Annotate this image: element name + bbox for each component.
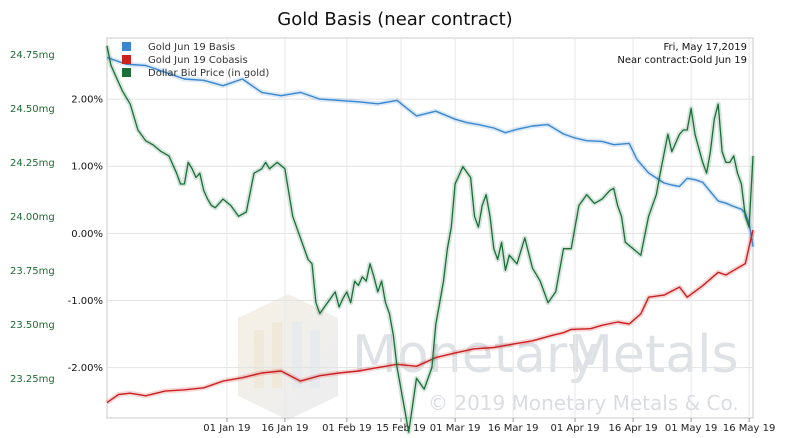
right-tick-label: 2.00% <box>71 95 103 106</box>
right-tick-label: -2.00% <box>68 363 103 374</box>
x-tick-label: 01 Feb 19 <box>322 423 372 434</box>
info-contract: Near contract:Gold Jun 19 <box>617 55 747 66</box>
x-tick-label: 01 Mar 19 <box>430 423 481 434</box>
x-tick-label: 16 May 19 <box>723 423 775 434</box>
left-tick-label: 23.25mg <box>10 374 55 385</box>
chart-title: Gold Basis (near contract) <box>277 9 512 30</box>
x-tick-label: 01 Jan 19 <box>203 423 250 434</box>
x-tick-label: 01 Apr 19 <box>551 423 600 434</box>
left-axis: 24.75mg 24.50mg 24.25mg 24.00mg 23.75mg 23.50… <box>10 50 55 385</box>
legend-label-cobasis: Gold Jun 19 Cobasis <box>148 55 248 66</box>
left-tick-label: 23.75mg <box>10 266 55 277</box>
legend-label-dollar: Dollar Bid Price (in gold) <box>148 68 269 79</box>
left-tick-label: 24.25mg <box>10 158 55 169</box>
info-box: Fri, May 17,2019 Near contract:Gold Jun … <box>617 42 747 66</box>
x-tick-label: 15 Feb 19 <box>376 423 426 434</box>
x-tick-label: 16 Mar 19 <box>488 423 539 434</box>
left-tick-label: 24.00mg <box>10 212 55 223</box>
left-tick-label: 24.75mg <box>10 50 55 61</box>
series-basis-line-glow <box>106 55 756 248</box>
legend-swatch-cobasis <box>122 55 131 64</box>
watermark-logo <box>238 294 338 420</box>
series-basis-line[interactable] <box>106 56 754 247</box>
legend-swatch-basis <box>122 42 131 51</box>
series-dollar-line[interactable] <box>106 45 754 433</box>
right-axis: 2.00% 1.00% 0.00% -1.00% -2.00% <box>68 95 103 375</box>
x-axis: 01 Jan 19 16 Jan 19 01 Feb 19 15 Feb 19 01 M… <box>203 418 775 434</box>
x-tick-label: 16 Apr 19 <box>609 423 658 434</box>
right-tick-label: 1.00% <box>71 162 103 173</box>
legend-item-basis[interactable]: Gold Jun 19 Basis <box>122 42 235 53</box>
plot-area <box>106 37 754 419</box>
legend-item-dollar[interactable]: Dollar Bid Price (in gold) <box>122 68 269 79</box>
right-tick-label: 0.00% <box>71 229 103 240</box>
left-tick-label: 23.50mg <box>10 320 55 331</box>
right-tick-label: -1.00% <box>68 296 103 307</box>
left-tick-label: 24.50mg <box>10 104 55 115</box>
watermark-copyright: © 2019 Monetary Metals & Co. <box>428 391 739 415</box>
legend-item-cobasis[interactable]: Gold Jun 19 Cobasis <box>122 55 248 66</box>
series-cobasis-line[interactable] <box>106 229 754 404</box>
info-date: Fri, May 17,2019 <box>664 42 747 53</box>
watermark: Monetary Metals © 2019 Monetary Metals &… <box>238 294 739 420</box>
legend-swatch-dollar <box>122 68 131 77</box>
x-tick-label: 01 May 19 <box>665 423 717 434</box>
legend-label-basis: Gold Jun 19 Basis <box>148 42 235 53</box>
x-tick-label: 16 Jan 19 <box>261 423 308 434</box>
watermark-brand-2: Metals <box>568 325 739 385</box>
legend: Gold Jun 19 Basis Gold Jun 19 Cobasis Do… <box>122 42 269 79</box>
series-layer <box>104 45 756 435</box>
